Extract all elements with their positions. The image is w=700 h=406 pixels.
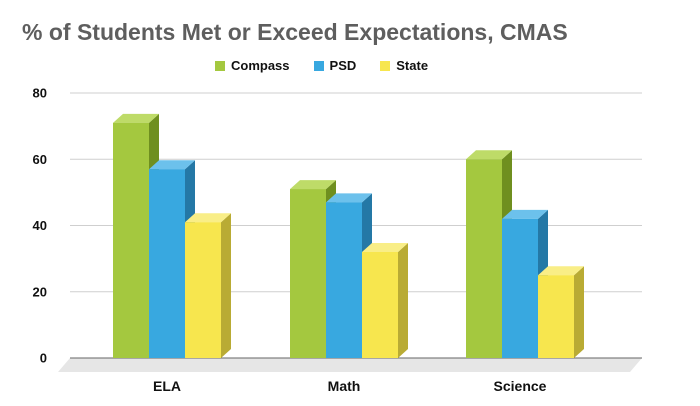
bar-top bbox=[362, 243, 408, 252]
bar-top bbox=[185, 213, 231, 223]
bar-front bbox=[538, 275, 574, 358]
bar-top bbox=[466, 150, 512, 160]
bar-side bbox=[574, 266, 584, 358]
bar-front bbox=[185, 222, 221, 358]
bar-side bbox=[398, 243, 408, 358]
bar-top bbox=[149, 160, 195, 170]
legend-item-psd: PSD bbox=[313, 58, 357, 73]
bar-front bbox=[502, 218, 538, 358]
chart-title: % of Students Met or Exceed Expectations… bbox=[22, 19, 568, 45]
bar-state-science bbox=[538, 266, 584, 358]
bar-front bbox=[113, 122, 149, 358]
bar-psd-math bbox=[326, 193, 372, 358]
legend-label-state: State bbox=[396, 58, 429, 73]
legend-item-compass: Compass bbox=[215, 58, 290, 73]
bar-psd-science bbox=[502, 209, 548, 358]
legend-item-state: State bbox=[380, 58, 428, 73]
legend: Compass PSD State bbox=[215, 58, 428, 73]
legend-label-compass: Compass bbox=[231, 58, 290, 73]
y-tick-label: 80 bbox=[33, 86, 47, 101]
legend-swatch-compass bbox=[215, 60, 225, 71]
bar-top bbox=[326, 193, 372, 203]
bar-front bbox=[149, 169, 185, 358]
bar-front bbox=[466, 159, 502, 358]
bar-front bbox=[326, 202, 362, 358]
bar-state-ela bbox=[185, 213, 231, 358]
y-tick-label: 20 bbox=[33, 284, 47, 299]
legend-swatch-psd bbox=[313, 60, 324, 71]
legend-label-psd: PSD bbox=[329, 58, 357, 73]
x-category-label: Math bbox=[328, 378, 361, 394]
bar-top bbox=[502, 209, 548, 219]
x-category-label: ELA bbox=[153, 378, 181, 394]
bar-front bbox=[362, 252, 398, 358]
y-tick-label: 60 bbox=[33, 152, 47, 167]
y-tick-label: 0 bbox=[40, 351, 47, 366]
bar-side bbox=[221, 213, 231, 358]
bar-top bbox=[538, 266, 584, 276]
bar-top bbox=[290, 180, 336, 190]
bar-top bbox=[113, 113, 159, 123]
bar-front bbox=[290, 189, 326, 358]
bar-state-math bbox=[362, 243, 408, 358]
y-tick-label: 40 bbox=[33, 218, 47, 233]
legend-swatch-state bbox=[380, 60, 391, 71]
chart-floor bbox=[58, 358, 642, 372]
x-category-label: Science bbox=[494, 378, 547, 394]
